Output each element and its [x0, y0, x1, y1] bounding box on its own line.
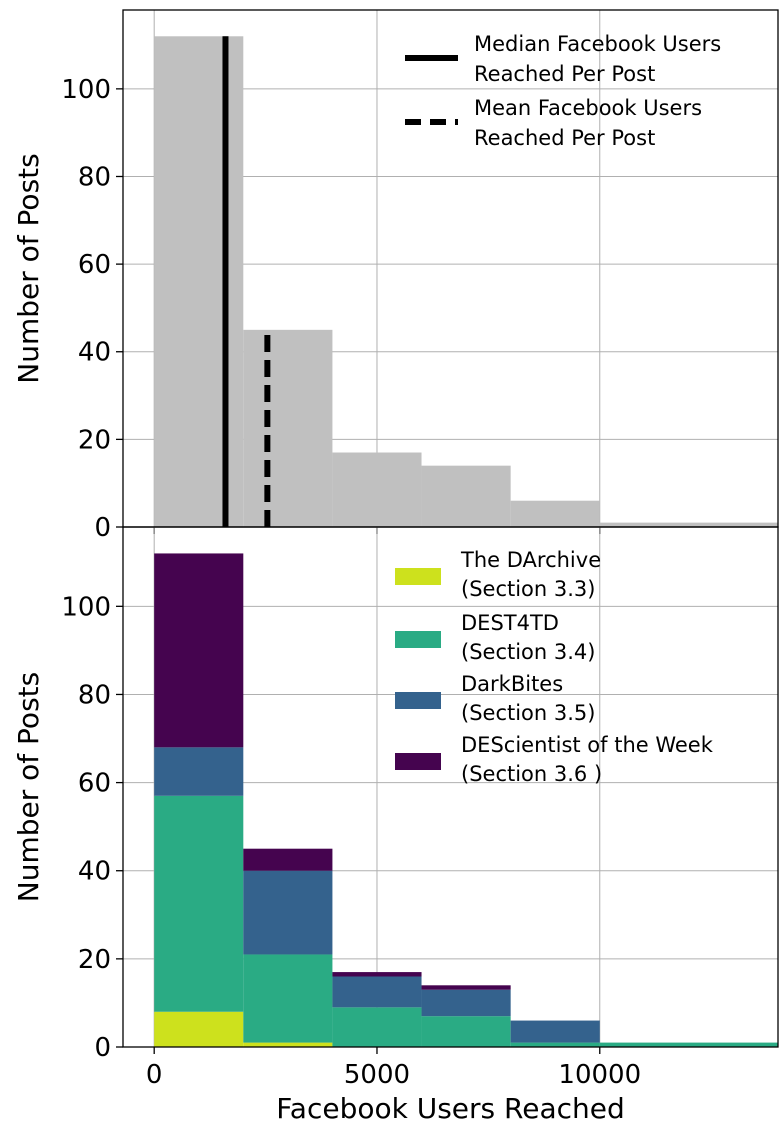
legend-label: (Section 3.6 ) — [461, 762, 602, 786]
legend-label: Median Facebook Users — [474, 32, 721, 56]
bar-segment-dest4td — [332, 1007, 422, 1047]
bar-segment-darchive — [154, 1011, 244, 1047]
bar-segment-dest4td — [421, 1016, 511, 1047]
y-tick-label: 40 — [78, 857, 111, 887]
legend-label: (Section 3.3) — [461, 577, 595, 601]
legend-swatch-descientist — [395, 753, 441, 770]
y-tick-label: 60 — [78, 250, 111, 280]
y-tick-label: 100 — [61, 592, 111, 622]
y-axis-label: Number of Posts — [12, 153, 45, 383]
bar-segment-darkbites — [154, 747, 244, 796]
legend-label: DEST4TD — [461, 611, 559, 635]
bar-segment-dest4td — [599, 1042, 778, 1047]
top-histogram-panel: 0 20 40 60 80 100 Number of Posts Median Facebo… — [12, 9, 779, 543]
bar-segment-darkbites — [510, 1020, 600, 1043]
legend-swatch-darkbites — [395, 692, 441, 709]
x-tick-label: 10000 — [558, 1060, 641, 1090]
y-tick-label: 100 — [61, 75, 111, 105]
bar-segment-darkbites — [243, 870, 333, 955]
bar-segment-descientist — [332, 972, 422, 977]
legend-label: (Section 3.4) — [461, 640, 595, 664]
x-tick-label: 0 — [146, 1060, 163, 1090]
x-tick-label: 5000 — [344, 1060, 410, 1090]
histogram-bar — [243, 329, 333, 527]
y-tick-label: 0 — [94, 513, 111, 543]
bar-segment-dest4td — [243, 954, 333, 1043]
legend-label: DarkBites — [461, 672, 563, 696]
bar-segment-darchive — [243, 1042, 333, 1047]
legend-label: (Section 3.5) — [461, 701, 595, 725]
legend-label: Reached Per Post — [474, 62, 655, 86]
bar-segment-darkbites — [421, 989, 511, 1017]
y-tick-label: 20 — [78, 945, 111, 975]
bar-segment-descientist — [154, 553, 244, 748]
bar-segment-descientist — [243, 848, 333, 871]
bottom-stacked-histogram-panel: 0 20 40 60 80 100 0 5000 10000 Number of Posts Fac… — [12, 526, 779, 1125]
legend-label: Reached Per Post — [474, 126, 655, 150]
y-axis-label: Number of Posts — [12, 672, 45, 902]
bar-segment-descientist — [421, 985, 511, 990]
histogram-bar — [421, 465, 511, 527]
bar-segment-dest4td — [510, 1042, 600, 1047]
y-tick-label: 60 — [78, 769, 111, 799]
histogram-bar — [332, 452, 422, 527]
histogram-bar — [510, 500, 600, 527]
y-tick-label: 80 — [78, 680, 111, 710]
y-tick-label: 40 — [78, 338, 111, 368]
bar-segment-dest4td — [154, 795, 244, 1012]
histogram-bar — [154, 36, 244, 527]
legend-swatch-darchive — [395, 568, 441, 585]
plot-frame — [122, 526, 779, 1048]
legend-label: The DArchive — [460, 548, 601, 572]
y-tick-label: 20 — [78, 425, 111, 455]
y-tick-label: 80 — [78, 162, 111, 192]
histogram-bar — [599, 522, 778, 527]
legend-label: DEScientist of the Week — [461, 733, 714, 757]
x-axis-label: Facebook Users Reached — [276, 1092, 625, 1125]
y-tick-label: 0 — [94, 1033, 111, 1063]
bar-segment-darkbites — [332, 976, 422, 1008]
legend-swatch-dest4td — [395, 631, 441, 648]
legend-label: Mean Facebook Users — [474, 96, 702, 120]
